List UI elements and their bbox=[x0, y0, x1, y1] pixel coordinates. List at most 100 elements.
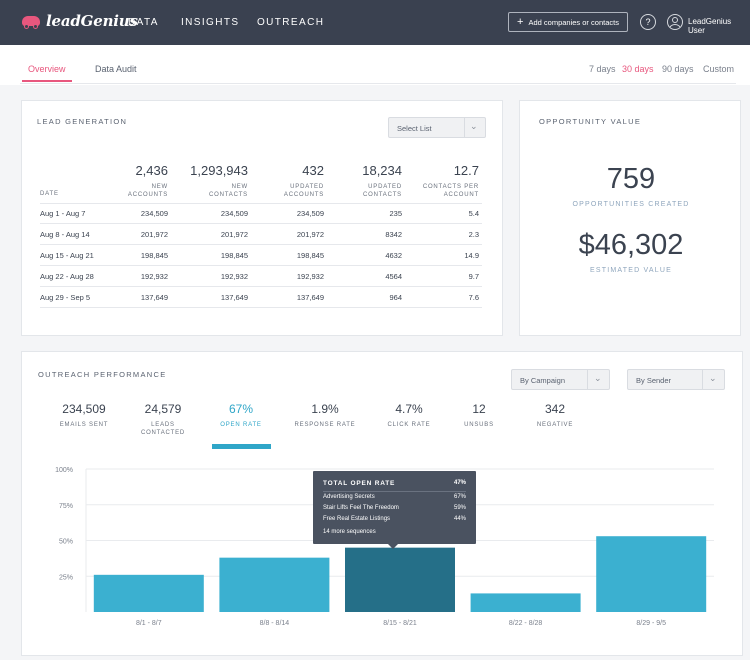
range-90-days[interactable]: 90 days bbox=[662, 64, 694, 74]
nav-data[interactable]: DATA bbox=[128, 17, 159, 28]
updated-contacts-cell: 8342 bbox=[385, 230, 402, 239]
car-logo-icon bbox=[22, 14, 40, 29]
updated-accounts-cell: 198,845 bbox=[296, 251, 324, 260]
date-cell: Aug 1 - Aug 7 bbox=[40, 209, 86, 218]
updated-contacts-cell: 4564 bbox=[385, 272, 402, 281]
tooltip-item-value: 67% bbox=[453, 494, 466, 500]
bar-8-8-8-14[interactable] bbox=[219, 557, 330, 612]
add-companies-label: Add companies or contacts bbox=[528, 17, 619, 27]
bar-8-15-8-21[interactable] bbox=[345, 547, 455, 612]
date-cell: Aug 29 - Sep 5 bbox=[40, 293, 91, 302]
y-tick-label: 25% bbox=[59, 574, 73, 581]
bar-8-29-9-5[interactable] bbox=[596, 536, 707, 612]
total-new-accounts: 2,436 bbox=[135, 163, 168, 178]
range-30-days[interactable]: 30 days bbox=[622, 64, 654, 74]
new-contacts-cell: 137,649 bbox=[220, 293, 248, 302]
add-companies-button[interactable]: + Add companies or contacts bbox=[508, 12, 628, 32]
open-rate-tooltip: TOTAL OPEN RATE 47% Advertising Secrets … bbox=[313, 471, 476, 549]
new-accounts-cell: 137,649 bbox=[140, 293, 168, 302]
user-avatar-icon[interactable] bbox=[667, 14, 683, 30]
new-contacts-cell: 198,845 bbox=[220, 251, 248, 260]
bar-8-1-8-7[interactable] bbox=[93, 574, 204, 612]
chevron-down-icon: ⌄ bbox=[709, 373, 717, 383]
updated-accounts-cell: 137,649 bbox=[296, 293, 324, 302]
tooltip-item: Advertising Secrets bbox=[323, 494, 375, 500]
kpi-value: 1.9% bbox=[311, 402, 339, 416]
tab-data-audit[interactable]: Data Audit bbox=[95, 64, 137, 74]
tooltip-total: 47% bbox=[453, 480, 466, 486]
range-7-days[interactable]: 7 days bbox=[589, 64, 616, 74]
contacts-per-account-cell: 14.9 bbox=[464, 251, 479, 260]
top-nav-bar bbox=[0, 0, 750, 45]
active-kpi-indicator bbox=[212, 444, 271, 449]
kpi-label: CLICK RATE bbox=[387, 422, 431, 428]
tooltip-more-link[interactable]: 14 more sequences bbox=[323, 529, 376, 535]
bar-8-22-8-28[interactable] bbox=[470, 593, 581, 612]
opportunities-count: 759 bbox=[606, 163, 656, 195]
by-campaign-dropdown[interactable]: By Campaign ⌄ bbox=[511, 369, 610, 390]
total-updated-accounts: 432 bbox=[302, 163, 324, 178]
kpi-label: LEADS CONTACTED bbox=[140, 422, 186, 436]
new-accounts-cell: 192,932 bbox=[140, 272, 168, 281]
table-row-divider bbox=[40, 307, 482, 308]
estimated-value: $46,302 bbox=[578, 229, 684, 261]
lead-generation-card: LEAD GENERATION Select List ⌄ 2,436 NEW A… bbox=[21, 100, 503, 336]
tab-overview[interactable]: Overview bbox=[28, 64, 66, 74]
user-name[interactable]: LeadGenius User bbox=[688, 17, 732, 35]
updated-contacts-cell: 964 bbox=[389, 293, 402, 302]
contacts-per-account-cell: 9.7 bbox=[468, 272, 479, 281]
active-tab-indicator bbox=[22, 80, 72, 82]
table-row-divider bbox=[40, 223, 482, 224]
outreach-performance-title: OUTREACH PERFORMANCE bbox=[38, 370, 167, 379]
nav-outreach[interactable]: OUTREACH bbox=[257, 17, 325, 28]
updated-contacts-label: UPDATED CONTACTS bbox=[363, 184, 402, 198]
kpi-label: EMAILS SENT bbox=[59, 422, 109, 428]
brand-logo[interactable]: leadGenius bbox=[22, 12, 138, 30]
new-contacts-label: NEW CONTACTS bbox=[209, 184, 248, 198]
new-contacts-cell: 234,509 bbox=[220, 209, 248, 218]
date-cell: Aug 22 - Aug 28 bbox=[40, 272, 94, 281]
new-accounts-cell: 234,509 bbox=[140, 209, 168, 218]
table-row-divider bbox=[40, 265, 482, 266]
help-icon[interactable]: ? bbox=[640, 14, 656, 30]
contacts-per-account-cell: 7.6 bbox=[468, 293, 479, 302]
select-list-dropdown[interactable]: Select List ⌄ bbox=[388, 117, 486, 138]
estimated-value-label: ESTIMATED VALUE bbox=[590, 267, 672, 274]
sub-nav-divider bbox=[20, 83, 736, 84]
total-updated-contacts: 18,234 bbox=[362, 163, 402, 178]
new-accounts-cell: 201,972 bbox=[140, 230, 168, 239]
tooltip-title: TOTAL OPEN RATE bbox=[323, 480, 396, 487]
kpi-label: OPEN RATE bbox=[220, 422, 262, 428]
kpi-label: NEGATIVE bbox=[536, 422, 574, 428]
by-sender-dropdown[interactable]: By Sender ⌄ bbox=[627, 369, 725, 390]
new-contacts-cell: 201,972 bbox=[220, 230, 248, 239]
y-tick-label: 100% bbox=[55, 467, 73, 474]
x-tick-label: 8/15 - 8/21 bbox=[383, 620, 417, 627]
tooltip-item-value: 59% bbox=[453, 505, 466, 511]
x-tick-label: 8/22 - 8/28 bbox=[509, 620, 543, 627]
updated-accounts-cell: 192,932 bbox=[296, 272, 324, 281]
updated-contacts-cell: 4632 bbox=[385, 251, 402, 260]
range-custom[interactable]: Custom bbox=[703, 64, 735, 74]
date-cell: Aug 8 - Aug 14 bbox=[40, 230, 90, 239]
by-sender-label: By Sender bbox=[636, 376, 672, 385]
x-tick-label: 8/1 - 8/7 bbox=[136, 620, 162, 627]
kpi-label: UNSUBS bbox=[464, 422, 494, 428]
kpi-value: 342 bbox=[544, 402, 566, 416]
y-tick-label: 75% bbox=[59, 503, 73, 510]
new-accounts-label: NEW ACCOUNTS bbox=[127, 184, 168, 198]
lead-generation-title: LEAD GENERATION bbox=[37, 117, 128, 126]
opportunity-value-title: OPPORTUNITY VALUE bbox=[539, 117, 642, 126]
tooltip-item: Free Real Estate Listings bbox=[323, 516, 391, 522]
total-new-contacts: 1,293,943 bbox=[190, 163, 248, 178]
chevron-down-icon: ⌄ bbox=[470, 121, 478, 131]
chevron-down-icon: ⌄ bbox=[594, 373, 602, 383]
updated-accounts-cell: 201,972 bbox=[296, 230, 324, 239]
plus-icon: + bbox=[517, 15, 524, 28]
nav-insights[interactable]: INSIGHTS bbox=[181, 17, 240, 28]
brand-name: leadGenius bbox=[46, 12, 138, 30]
kpi-value: 24,579 bbox=[144, 402, 182, 416]
contacts-per-account-cell: 5.4 bbox=[468, 209, 479, 218]
opportunity-value-card: OPPORTUNITY VALUE 759 OPPORTUNITIES CREA… bbox=[519, 100, 741, 336]
